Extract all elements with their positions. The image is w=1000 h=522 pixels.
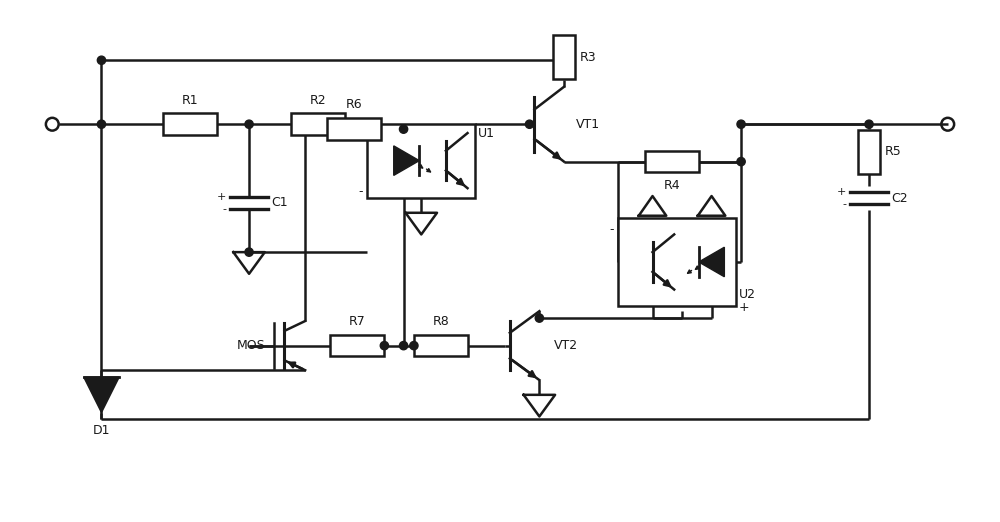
Text: C2: C2 (892, 192, 908, 205)
Text: R2: R2 (310, 93, 326, 106)
Text: +: + (837, 187, 846, 197)
Polygon shape (394, 146, 419, 175)
Text: VT2: VT2 (554, 339, 578, 352)
Bar (858, 129, 880, 174)
Circle shape (737, 158, 745, 166)
Circle shape (525, 120, 534, 128)
Text: -: - (610, 222, 614, 235)
Text: MOS: MOS (237, 339, 266, 352)
Text: +: + (739, 301, 750, 314)
Text: VT1: VT1 (576, 118, 600, 130)
Polygon shape (84, 377, 119, 412)
Polygon shape (699, 247, 724, 277)
Circle shape (535, 314, 543, 322)
Text: +: + (353, 126, 363, 139)
Bar (327, 118, 381, 140)
Circle shape (245, 120, 253, 128)
Text: C1: C1 (272, 196, 288, 209)
Bar (414, 335, 468, 357)
Text: R8: R8 (433, 315, 449, 328)
Circle shape (399, 341, 408, 350)
Text: -: - (222, 204, 226, 214)
Text: R6: R6 (346, 99, 363, 111)
Bar (618, 218, 736, 306)
Text: -: - (842, 199, 846, 209)
Circle shape (97, 120, 106, 128)
Text: R7: R7 (349, 315, 366, 328)
Circle shape (97, 56, 106, 64)
Text: -: - (359, 185, 363, 198)
Bar (553, 35, 575, 79)
Circle shape (410, 341, 418, 350)
Bar (367, 124, 475, 198)
Circle shape (737, 120, 745, 128)
Text: +: + (217, 192, 226, 202)
Text: D1: D1 (93, 424, 110, 437)
Circle shape (380, 341, 389, 350)
Bar (330, 335, 384, 357)
Text: U2: U2 (739, 288, 756, 301)
Text: R3: R3 (580, 51, 596, 64)
Bar (163, 113, 217, 135)
Circle shape (245, 248, 253, 256)
Circle shape (865, 120, 873, 128)
Text: U1: U1 (478, 127, 495, 140)
Bar (645, 151, 699, 172)
Circle shape (399, 125, 408, 133)
Text: R5: R5 (885, 145, 902, 158)
Text: R1: R1 (182, 93, 198, 106)
Bar (291, 113, 345, 135)
Text: R4: R4 (664, 180, 681, 192)
